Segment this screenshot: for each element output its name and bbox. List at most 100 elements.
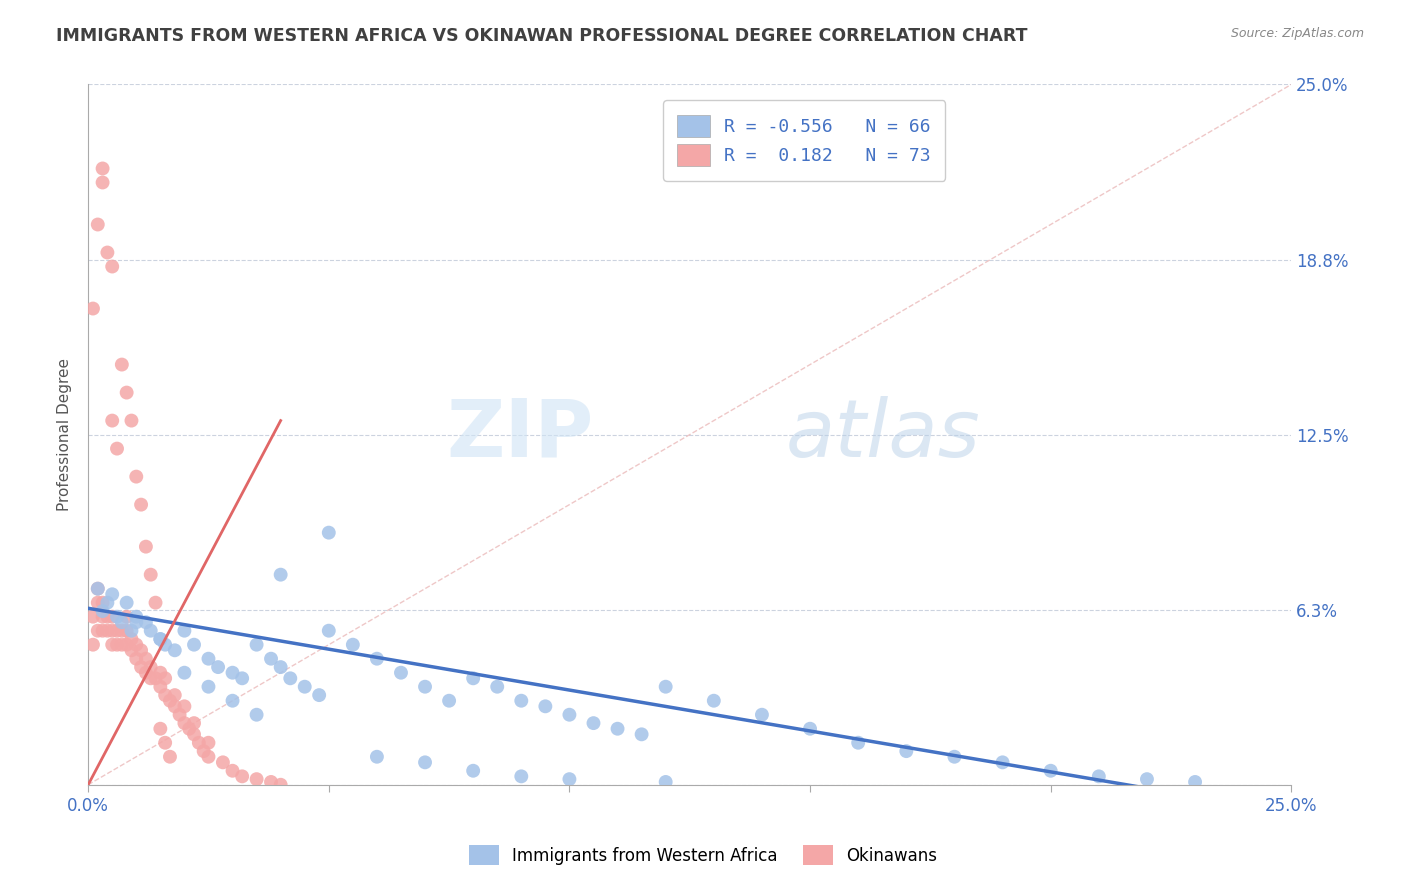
Point (163, 699, 186, 714)
Text: ZIP: ZIP (446, 395, 593, 474)
Point (91, 176, 114, 190)
Point (145, 671, 167, 685)
Point (606, 722, 628, 736)
Point (799, 722, 821, 736)
Point (294, 680, 316, 694)
Point (111, 638, 134, 652)
Point (87, 624, 110, 638)
Point (1184, 775, 1206, 789)
Point (534, 699, 557, 714)
Point (173, 716, 195, 731)
Point (101, 609, 124, 624)
Point (221, 694, 243, 708)
Legend: Immigrants from Western Africa, Okinawans: Immigrants from Western Africa, Okinawan… (458, 836, 948, 875)
Point (270, 660, 292, 674)
Point (1088, 769, 1111, 783)
Point (896, 744, 918, 758)
Point (115, 609, 138, 624)
Point (91, 624, 114, 638)
Point (943, 749, 966, 764)
Point (149, 632, 172, 646)
Point (101, 587, 124, 601)
Point (207, 660, 229, 674)
Point (96, 596, 118, 610)
Point (135, 615, 157, 630)
Point (105, 442, 128, 456)
Point (115, 385, 138, 400)
Point (129, 660, 152, 674)
Point (135, 540, 157, 554)
Point (389, 665, 412, 680)
Point (82, 638, 104, 652)
Point (145, 596, 167, 610)
Point (278, 671, 301, 685)
Point (91, 609, 114, 624)
Point (187, 736, 209, 750)
Point (121, 643, 143, 657)
Point (169, 707, 191, 722)
Point (139, 671, 162, 685)
Point (366, 749, 388, 764)
Point (582, 716, 605, 731)
Y-axis label: Professional Degree: Professional Degree (58, 358, 72, 511)
Point (318, 624, 340, 638)
Point (751, 707, 773, 722)
Point (153, 688, 176, 702)
Point (991, 756, 1014, 770)
Point (149, 680, 172, 694)
Point (630, 727, 652, 741)
Point (703, 694, 725, 708)
Point (163, 643, 186, 657)
Point (149, 665, 172, 680)
Point (231, 769, 253, 783)
Point (558, 772, 581, 786)
Point (115, 638, 138, 652)
Point (193, 744, 215, 758)
Point (846, 736, 869, 750)
Point (510, 694, 533, 708)
Point (159, 749, 181, 764)
Point (129, 643, 152, 657)
Point (121, 414, 143, 428)
Point (105, 624, 128, 638)
Text: Source: ZipAtlas.com: Source: ZipAtlas.com (1230, 27, 1364, 40)
Point (463, 671, 485, 685)
Point (111, 624, 134, 638)
Point (105, 609, 128, 624)
Point (270, 778, 292, 792)
Point (246, 772, 269, 786)
Point (270, 567, 292, 582)
Point (246, 638, 269, 652)
Point (91, 604, 114, 618)
Point (246, 707, 269, 722)
Point (179, 722, 201, 736)
Point (139, 624, 162, 638)
Point (260, 651, 283, 665)
Point (105, 638, 128, 652)
Point (96, 624, 118, 638)
Point (197, 680, 219, 694)
Point (221, 764, 243, 778)
Point (121, 632, 143, 646)
Text: IMMIGRANTS FROM WESTERN AFRICA VS OKINAWAN PROFESSIONAL DEGREE CORRELATION CHART: IMMIGRANTS FROM WESTERN AFRICA VS OKINAW… (56, 27, 1028, 45)
Point (87, 582, 110, 596)
Point (654, 775, 676, 789)
Point (1136, 772, 1159, 786)
Point (153, 671, 176, 685)
Point (125, 651, 148, 665)
Point (413, 680, 436, 694)
Point (96, 609, 118, 624)
Point (82, 301, 104, 316)
Point (558, 707, 581, 722)
Point (437, 694, 460, 708)
Point (139, 567, 162, 582)
Legend: R = -0.556   N = 66, R =  0.182   N = 73: R = -0.556 N = 66, R = 0.182 N = 73 (664, 101, 945, 181)
Point (101, 414, 124, 428)
Point (183, 727, 205, 741)
Point (231, 671, 253, 685)
Point (115, 624, 138, 638)
Point (221, 665, 243, 680)
Point (153, 736, 176, 750)
Point (197, 736, 219, 750)
Point (163, 688, 186, 702)
